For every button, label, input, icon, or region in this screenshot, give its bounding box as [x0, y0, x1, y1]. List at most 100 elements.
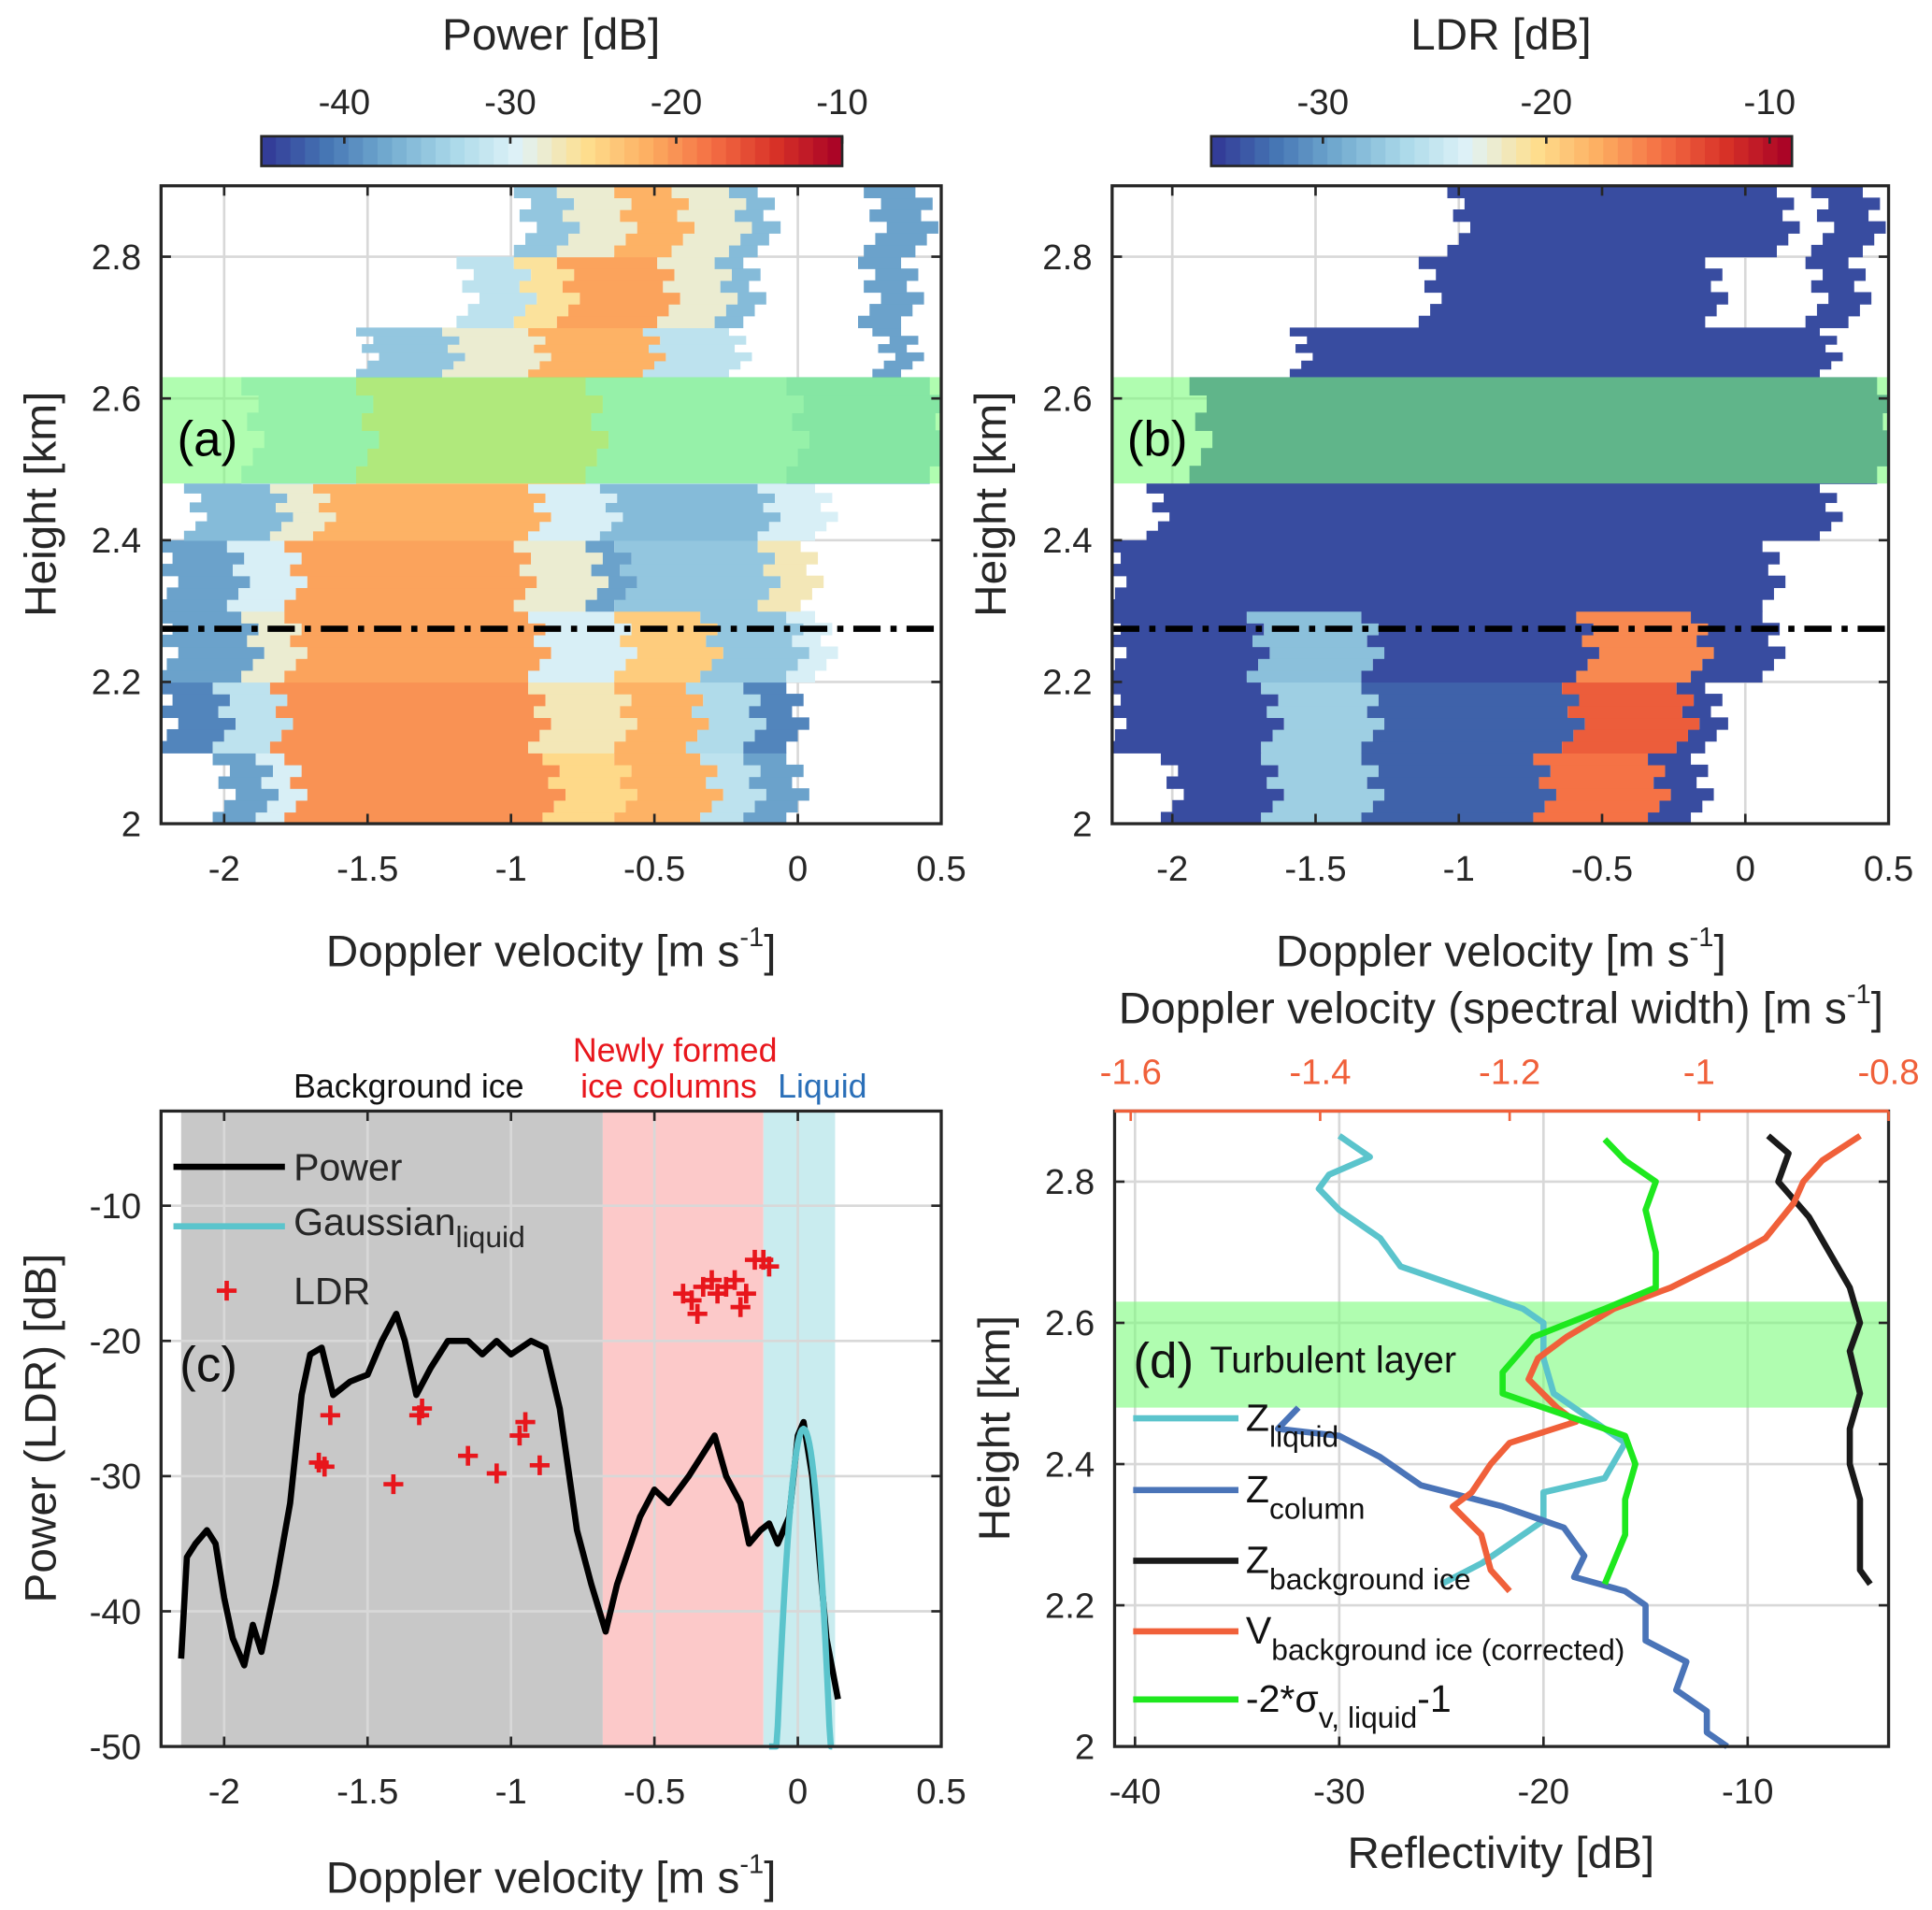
a-heatmap-cell — [743, 740, 787, 754]
a-heatmap-cell — [703, 694, 761, 707]
b-heatmap-cell — [1246, 610, 1362, 624]
colorbar-tick-label: -30 — [484, 82, 537, 122]
b-heatmap-cell — [1805, 315, 1849, 329]
ldr-marker — [701, 1270, 723, 1290]
b-heatmap-cell — [1246, 669, 1362, 683]
a-heatmap-cell — [223, 728, 282, 742]
colorbar-cell — [1632, 136, 1648, 166]
a-heatmap-cell — [623, 511, 781, 523]
a-heatmap-cell — [218, 705, 277, 719]
colorbar-cell — [609, 136, 625, 166]
a-heatmap-cell — [754, 728, 798, 742]
a-y-tick-label: 2.8 — [92, 237, 141, 278]
a-heatmap-cell — [459, 336, 546, 345]
a-heatmap-cell — [528, 669, 615, 683]
a-heatmap-cell — [614, 669, 701, 683]
colorbar-cell — [494, 136, 509, 166]
a-heatmap-cell — [556, 244, 615, 258]
colorbar-cell — [392, 136, 408, 166]
a-heatmap-cell — [602, 552, 632, 565]
colorbar-cell — [1298, 136, 1314, 166]
b-heatmap-cell — [1458, 233, 1789, 246]
a-heatmap-cell — [212, 740, 270, 754]
b-heatmap-cell — [1834, 221, 1886, 234]
colorbar-cell — [290, 136, 306, 166]
a-heatmap-cell — [276, 705, 535, 719]
b-heatmap-cell — [1289, 327, 1820, 337]
a-heatmap-cell — [312, 530, 529, 541]
a-heatmap-cell — [236, 788, 279, 801]
a-heatmap-cell — [525, 233, 569, 246]
ldr-marker — [515, 1412, 536, 1432]
legend-sub: column — [1269, 1491, 1365, 1525]
a-heatmap-cell — [513, 315, 557, 329]
a-heatmap-cell — [711, 658, 798, 671]
colorbar-cell — [1690, 136, 1706, 166]
gaussian-liquid-line — [767, 1425, 835, 1750]
b-heatmap-cell — [1699, 717, 1728, 730]
a-heatmap-cell — [559, 764, 632, 778]
colorbar-cell — [754, 136, 770, 166]
a-x-tick-label: -1.5 — [336, 849, 398, 889]
a-heatmap-cell — [665, 352, 752, 362]
a-heatmap-cell — [266, 799, 296, 813]
b-heatmap-cell — [1183, 788, 1284, 801]
a-heatmap-cell — [562, 209, 621, 223]
legend-power-label: Power — [293, 1146, 402, 1189]
b-heatmap-cell — [1272, 728, 1373, 742]
b-heatmap-cell — [1111, 634, 1253, 648]
a-heatmap-cell — [528, 483, 600, 494]
c-y-tick-label: -30 — [90, 1457, 142, 1497]
a-heatmap-cell — [614, 682, 686, 695]
b-heatmap-cell — [1152, 502, 1826, 513]
b-heatmap-cell — [1384, 646, 1599, 659]
a-heatmap-cell — [671, 244, 729, 258]
legend-label: Zcolumn — [1246, 1468, 1366, 1525]
ldr-marker — [529, 1455, 550, 1475]
a-heatmap-cell — [539, 658, 626, 671]
series-line-z-column — [1274, 1405, 1729, 1749]
b-heatmap-cell — [1470, 221, 1800, 234]
a-heatmap-cell — [631, 764, 718, 778]
colorbar-cell — [551, 136, 567, 166]
a-heatmap-cell — [723, 788, 766, 801]
colorbar-cell — [261, 136, 277, 166]
a-heatmap-cell — [519, 209, 563, 223]
b-x-tick-label: -0.5 — [1571, 849, 1633, 889]
ldr-marker — [736, 1284, 756, 1304]
a-heatmap-cell — [465, 352, 551, 362]
a-heatmap-cell — [241, 610, 285, 624]
b-heatmap-cell — [1361, 682, 1563, 695]
a-heatmap-cell — [694, 221, 752, 234]
colorbar-tick-label: -20 — [1521, 82, 1573, 122]
ldr-marker — [759, 1257, 780, 1277]
b-heatmap-cell — [1361, 811, 1534, 825]
a-heatmap-cell — [172, 552, 245, 565]
series-line-v-background — [1450, 1133, 1862, 1594]
c-x-tick-label: -0.5 — [623, 1772, 685, 1812]
colorbar-cell — [1530, 136, 1546, 166]
b-heatmap-cell — [1160, 811, 1262, 825]
a-heatmap-cell — [161, 539, 227, 553]
a-heatmap-cell — [757, 539, 801, 553]
a-heatmap-cell — [864, 185, 916, 199]
b-heatmap-cell — [1146, 483, 1820, 494]
a-heatmap-cell — [519, 564, 592, 577]
a-heatmap-cell — [631, 197, 689, 210]
colorbar-cell — [1210, 136, 1227, 166]
legend-label: Zbackground ice — [1246, 1539, 1471, 1596]
b-heatmap-cell — [1418, 315, 1706, 329]
a-heatmap-cell — [218, 776, 262, 789]
panel-a-label: (a) — [178, 412, 238, 467]
a-heatmap-cell — [284, 811, 543, 825]
colorbar-cell — [1501, 136, 1517, 166]
a-heatmap-cell — [373, 336, 460, 345]
b-heatmap-cell — [1261, 811, 1362, 825]
a-heatmap-cell — [212, 682, 270, 695]
a-heatmap-cell — [568, 233, 626, 246]
a-heatmap-cell — [528, 327, 643, 337]
colorbar-cell — [1327, 136, 1343, 166]
x-axis-label-a: Doppler velocity [m s-1] — [326, 923, 777, 976]
b-turbulent-layer — [1111, 377, 1889, 484]
a-heatmap-cell — [625, 728, 698, 742]
